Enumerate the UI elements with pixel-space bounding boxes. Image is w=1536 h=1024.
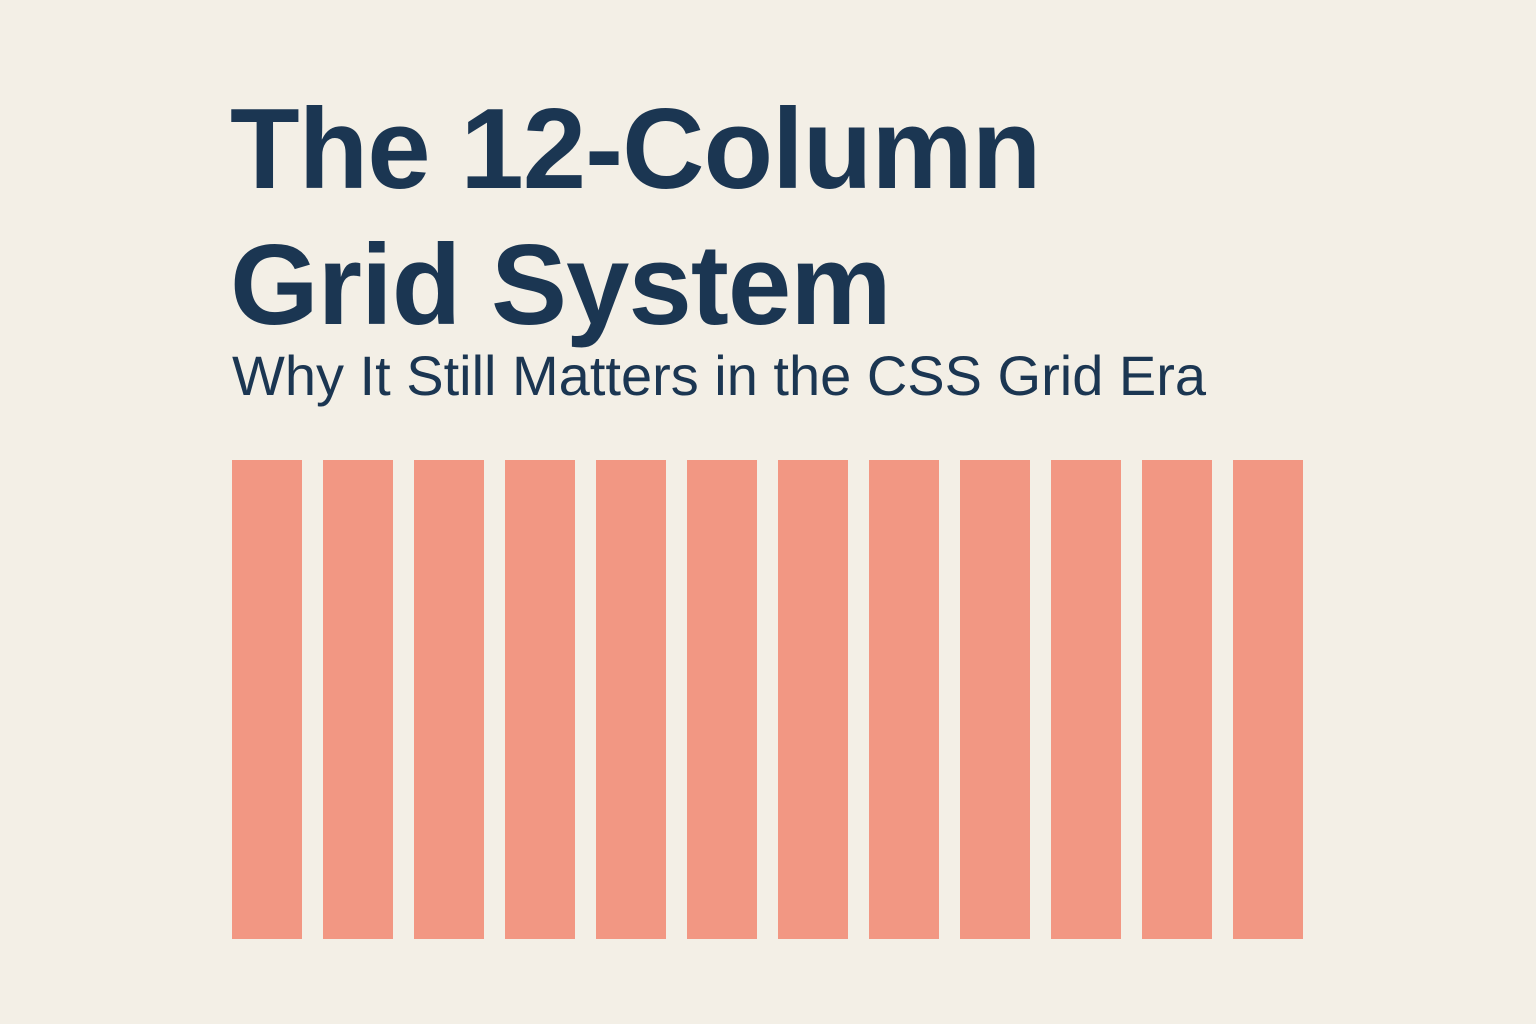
- title-line-2: Grid System: [230, 222, 892, 349]
- grid-column-6: [687, 460, 757, 939]
- grid-column-12: [1233, 460, 1303, 939]
- grid-column-3: [414, 460, 484, 939]
- title-line-1: The 12-Column: [230, 86, 1041, 213]
- grid-column-1: [232, 460, 302, 939]
- grid-column-11: [1142, 460, 1212, 939]
- grid-column-8: [869, 460, 939, 939]
- poster-title: The 12-Column Grid System: [230, 82, 1041, 354]
- grid-column-5: [596, 460, 666, 939]
- grid-column-10: [1051, 460, 1121, 939]
- column-grid: [232, 460, 1303, 939]
- grid-column-9: [960, 460, 1030, 939]
- poster-subtitle: Why It Still Matters in the CSS Grid Era: [232, 344, 1207, 407]
- grid-column-2: [323, 460, 393, 939]
- grid-column-4: [505, 460, 575, 939]
- grid-column-7: [778, 460, 848, 939]
